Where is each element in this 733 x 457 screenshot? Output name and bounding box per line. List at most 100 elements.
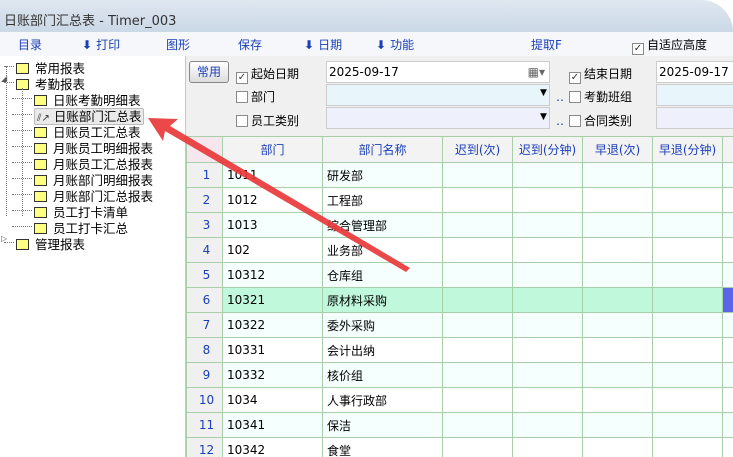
tree-node[interactable]: 月账部门汇总报表 xyxy=(12,186,153,204)
table-cell[interactable] xyxy=(652,387,723,413)
table-cell[interactable] xyxy=(722,187,733,213)
table-cell[interactable]: 人事行政部 xyxy=(322,387,443,413)
collapse-icon[interactable]: ◢ xyxy=(1,74,8,83)
toolbar-6-button[interactable]: 提取F xyxy=(531,36,562,53)
ellipsis-icon[interactable]: ‥ xyxy=(556,90,565,104)
table-cell[interactable]: 1012 xyxy=(222,187,323,213)
table-cell[interactable] xyxy=(512,162,583,188)
table-row[interactable]: 11 10341 保洁 xyxy=(186,412,733,438)
table-cell[interactable] xyxy=(442,437,513,457)
table-cell[interactable] xyxy=(652,262,723,288)
table-cell[interactable] xyxy=(722,412,733,438)
emp-type-select[interactable] xyxy=(326,107,550,129)
dept-checkbox[interactable]: 部门 xyxy=(236,88,275,105)
table-cell[interactable]: 1011 xyxy=(222,162,323,188)
table-cell[interactable] xyxy=(582,412,653,438)
table-cell[interactable] xyxy=(442,237,513,263)
table-cell[interactable] xyxy=(442,387,513,413)
table-row[interactable]: 2 1012 工程部 xyxy=(186,187,733,213)
tree-node[interactable]: 员工打卡清单 xyxy=(12,202,128,220)
table-cell[interactable]: 1034 xyxy=(222,387,323,413)
chevron-down-icon[interactable]: ▼ xyxy=(540,88,547,98)
table-cell[interactable] xyxy=(582,212,653,238)
table-row[interactable]: 5 10312 仓库组 xyxy=(186,262,733,288)
table-cell[interactable] xyxy=(652,362,723,388)
table-cell[interactable] xyxy=(582,262,653,288)
table-cell[interactable] xyxy=(722,262,733,288)
dept-select[interactable] xyxy=(326,84,550,106)
table-cell[interactable] xyxy=(512,437,583,457)
table-cell[interactable] xyxy=(652,412,723,438)
table-cell[interactable]: 10312 xyxy=(222,262,323,288)
table-cell[interactable]: 102 xyxy=(222,237,323,263)
table-cell[interactable]: 原材料采购 xyxy=(322,287,443,313)
table-cell[interactable]: 10322 xyxy=(222,312,323,338)
table-cell[interactable] xyxy=(582,287,653,313)
table-cell[interactable] xyxy=(652,337,723,363)
table-cell[interactable]: 保洁 xyxy=(322,412,443,438)
table-cell[interactable] xyxy=(512,187,583,213)
table-cell[interactable] xyxy=(582,362,653,388)
table-cell[interactable] xyxy=(582,237,653,263)
table-cell[interactable] xyxy=(582,187,653,213)
toolbar-5-button[interactable]: ⬇ 功能 xyxy=(376,36,414,53)
table-cell[interactable]: 1013 xyxy=(222,212,323,238)
table-cell[interactable]: 研发部 xyxy=(322,162,443,188)
table-cell[interactable]: 10321 xyxy=(222,287,323,313)
end-date-checkbox[interactable]: ✓ 结束日期 xyxy=(569,67,633,84)
column-header[interactable] xyxy=(186,136,223,163)
table-cell[interactable] xyxy=(722,212,733,238)
tree-node[interactable]: ◢ 考勤报表 xyxy=(1,74,85,92)
table-cell[interactable]: 委外采购 xyxy=(322,312,443,338)
table-cell[interactable] xyxy=(582,437,653,457)
toolbar-4-button[interactable]: ⬇ 日期 xyxy=(304,36,342,53)
ellipsis-icon[interactable]: ‥ xyxy=(556,114,565,128)
expand-icon[interactable]: ▷ xyxy=(1,234,8,243)
table-row[interactable]: 3 1013 综合管理部 xyxy=(186,212,733,238)
column-header[interactable]: 早退(次) xyxy=(582,136,653,163)
table-cell[interactable] xyxy=(442,187,513,213)
table-cell[interactable] xyxy=(442,412,513,438)
table-cell[interactable] xyxy=(512,262,583,288)
table-row[interactable]: 10 1034 人事行政部 xyxy=(186,387,733,413)
tree-node[interactable]: ▷ 管理报表 xyxy=(1,234,85,252)
table-cell[interactable] xyxy=(442,262,513,288)
table-cell[interactable]: 业务部 xyxy=(322,237,443,263)
table-row[interactable]: 9 10332 核价组 xyxy=(186,362,733,388)
table-cell[interactable] xyxy=(722,437,733,457)
table-cell[interactable] xyxy=(722,362,733,388)
contract-checkbox[interactable]: 合同类别 xyxy=(569,112,632,129)
table-cell[interactable] xyxy=(722,237,733,263)
table-cell[interactable] xyxy=(512,337,583,363)
table-cell[interactable] xyxy=(512,412,583,438)
table-cell[interactable]: 工程部 xyxy=(322,187,443,213)
table-cell[interactable] xyxy=(442,287,513,313)
table-row[interactable]: 8 10331 会计出纳 xyxy=(186,337,733,363)
table-cell[interactable]: 10341 xyxy=(222,412,323,438)
table-cell[interactable] xyxy=(442,162,513,188)
column-header[interactable]: 迟到(分钟) xyxy=(512,136,583,163)
column-header[interactable] xyxy=(722,136,733,163)
toolbar-3-button[interactable]: 保存 xyxy=(238,36,262,53)
table-cell[interactable] xyxy=(652,287,723,313)
table-row[interactable]: 1 1011 研发部 xyxy=(186,162,733,188)
table-cell[interactable] xyxy=(582,162,653,188)
end-date-input[interactable]: 2025-09-17 xyxy=(656,61,733,83)
table-cell[interactable] xyxy=(442,312,513,338)
tree-node[interactable]: 员工打卡汇总 xyxy=(12,218,128,236)
table-cell[interactable] xyxy=(582,337,653,363)
toolbar-2-button[interactable]: 图形 xyxy=(166,36,190,53)
table-cell[interactable]: 10332 xyxy=(222,362,323,388)
column-header[interactable]: 迟到(次) xyxy=(442,136,513,163)
column-header[interactable]: 部门名称 xyxy=(322,136,443,163)
toolbar-1-button[interactable]: ⬇ 打印 xyxy=(82,36,120,53)
table-cell[interactable] xyxy=(582,387,653,413)
table-cell[interactable]: 10342 xyxy=(222,437,323,457)
table-cell[interactable]: 仓库组 xyxy=(322,262,443,288)
start-date-input[interactable]: 2025-09-17 ▦▾ xyxy=(326,61,550,83)
table-row[interactable]: 7 10322 委外采购 xyxy=(186,312,733,338)
start-date-checkbox[interactable]: ✓ 起始日期 xyxy=(236,67,300,84)
tree-node[interactable]: 常用报表 xyxy=(4,58,85,76)
table-cell[interactable] xyxy=(722,337,733,363)
table-cell[interactable] xyxy=(722,387,733,413)
